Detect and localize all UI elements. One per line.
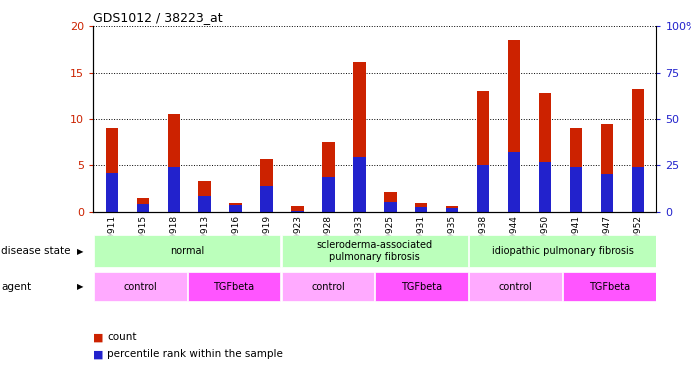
Bar bbox=[446, 206, 458, 212]
Bar bbox=[167, 114, 180, 212]
Text: normal: normal bbox=[170, 246, 205, 256]
Text: agent: agent bbox=[1, 282, 32, 291]
Text: ■: ■ bbox=[93, 350, 104, 359]
Bar bbox=[282, 235, 468, 267]
Bar bbox=[137, 204, 149, 212]
Bar bbox=[384, 202, 397, 212]
Text: control: control bbox=[311, 282, 345, 291]
Bar bbox=[292, 206, 304, 212]
Bar bbox=[570, 167, 583, 212]
Bar bbox=[539, 162, 551, 212]
Bar bbox=[229, 206, 242, 212]
Text: idiopathic pulmonary fibrosis: idiopathic pulmonary fibrosis bbox=[492, 246, 634, 256]
Text: control: control bbox=[123, 282, 157, 291]
Text: ■: ■ bbox=[93, 333, 104, 342]
Bar bbox=[563, 272, 656, 301]
Text: count: count bbox=[107, 333, 137, 342]
Text: control: control bbox=[499, 282, 533, 291]
Bar bbox=[188, 272, 281, 301]
Bar bbox=[261, 186, 273, 212]
Bar bbox=[469, 272, 562, 301]
Bar bbox=[469, 235, 656, 267]
Bar bbox=[106, 173, 118, 212]
Bar bbox=[446, 208, 458, 212]
Bar bbox=[508, 152, 520, 212]
Bar bbox=[229, 202, 242, 212]
Text: ▶: ▶ bbox=[77, 247, 84, 256]
Bar bbox=[508, 40, 520, 212]
Text: TGFbeta: TGFbeta bbox=[589, 282, 630, 291]
Bar bbox=[477, 165, 489, 212]
Bar bbox=[570, 128, 583, 212]
Bar bbox=[600, 124, 613, 212]
Text: TGFbeta: TGFbeta bbox=[401, 282, 442, 291]
Text: ▶: ▶ bbox=[77, 282, 84, 291]
Bar bbox=[353, 62, 366, 212]
Bar bbox=[632, 167, 644, 212]
Bar bbox=[415, 202, 428, 212]
Bar bbox=[167, 167, 180, 212]
Text: TGFbeta: TGFbeta bbox=[214, 282, 255, 291]
Text: percentile rank within the sample: percentile rank within the sample bbox=[107, 350, 283, 359]
Bar bbox=[322, 142, 334, 212]
Bar bbox=[261, 159, 273, 212]
Bar bbox=[106, 128, 118, 212]
Bar bbox=[415, 207, 428, 212]
Bar bbox=[384, 192, 397, 212]
Bar bbox=[600, 174, 613, 212]
Text: scleroderma-associated
pulmonary fibrosis: scleroderma-associated pulmonary fibrosi… bbox=[316, 240, 433, 262]
Bar bbox=[292, 211, 304, 212]
Bar bbox=[375, 272, 468, 301]
Bar bbox=[137, 198, 149, 212]
Bar bbox=[353, 157, 366, 212]
Text: GDS1012 / 38223_at: GDS1012 / 38223_at bbox=[93, 11, 223, 24]
Bar bbox=[477, 91, 489, 212]
Bar bbox=[198, 196, 211, 212]
Bar bbox=[632, 89, 644, 212]
Bar bbox=[94, 235, 281, 267]
Bar bbox=[322, 177, 334, 212]
Bar bbox=[282, 272, 375, 301]
Bar bbox=[198, 181, 211, 212]
Bar bbox=[539, 93, 551, 212]
Text: disease state: disease state bbox=[1, 246, 71, 256]
Bar bbox=[94, 272, 187, 301]
